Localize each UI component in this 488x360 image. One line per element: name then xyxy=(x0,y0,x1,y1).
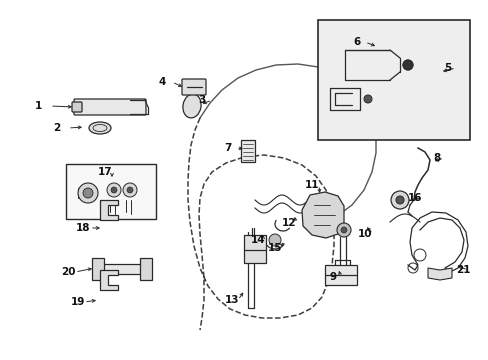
Text: 19: 19 xyxy=(71,297,85,307)
Circle shape xyxy=(395,196,403,204)
Text: 15: 15 xyxy=(267,243,282,253)
Bar xyxy=(95,264,150,274)
FancyBboxPatch shape xyxy=(182,79,205,95)
Text: 16: 16 xyxy=(407,193,421,203)
Circle shape xyxy=(402,60,412,70)
Circle shape xyxy=(336,223,350,237)
Circle shape xyxy=(102,283,106,288)
Bar xyxy=(92,258,104,280)
Bar xyxy=(140,258,152,280)
Text: 14: 14 xyxy=(250,235,265,245)
Circle shape xyxy=(78,183,98,203)
Text: 4: 4 xyxy=(158,77,165,87)
Circle shape xyxy=(83,188,93,198)
Ellipse shape xyxy=(89,122,111,134)
Text: 8: 8 xyxy=(432,153,440,163)
Polygon shape xyxy=(100,270,118,290)
Circle shape xyxy=(102,204,106,210)
Bar xyxy=(241,140,254,162)
Text: 12: 12 xyxy=(281,218,296,228)
Bar xyxy=(66,164,156,219)
Circle shape xyxy=(111,187,117,193)
Polygon shape xyxy=(427,268,451,280)
Text: 3: 3 xyxy=(198,95,205,105)
Circle shape xyxy=(127,187,133,193)
FancyBboxPatch shape xyxy=(72,102,82,112)
Bar xyxy=(317,20,469,140)
Circle shape xyxy=(340,227,346,233)
Text: 18: 18 xyxy=(76,223,90,233)
Text: 5: 5 xyxy=(444,63,451,73)
Text: 10: 10 xyxy=(357,229,371,239)
Text: 9: 9 xyxy=(329,272,336,282)
Circle shape xyxy=(102,212,106,217)
Text: 1: 1 xyxy=(34,101,41,111)
Bar xyxy=(331,114,343,124)
Text: 13: 13 xyxy=(224,295,239,305)
Circle shape xyxy=(102,274,106,279)
Text: 21: 21 xyxy=(455,265,469,275)
Circle shape xyxy=(390,191,408,209)
Polygon shape xyxy=(302,192,343,238)
Ellipse shape xyxy=(183,94,201,118)
Text: 17: 17 xyxy=(98,167,112,177)
Bar xyxy=(325,265,356,285)
Circle shape xyxy=(268,234,281,246)
Circle shape xyxy=(107,183,121,197)
Text: 20: 20 xyxy=(61,267,75,277)
Circle shape xyxy=(123,183,137,197)
Text: 11: 11 xyxy=(304,180,319,190)
Text: 2: 2 xyxy=(53,123,61,133)
Circle shape xyxy=(363,95,371,103)
Bar xyxy=(244,235,265,263)
Polygon shape xyxy=(100,200,118,220)
FancyBboxPatch shape xyxy=(74,99,146,115)
Text: 7: 7 xyxy=(224,143,231,153)
Text: 6: 6 xyxy=(353,37,360,47)
